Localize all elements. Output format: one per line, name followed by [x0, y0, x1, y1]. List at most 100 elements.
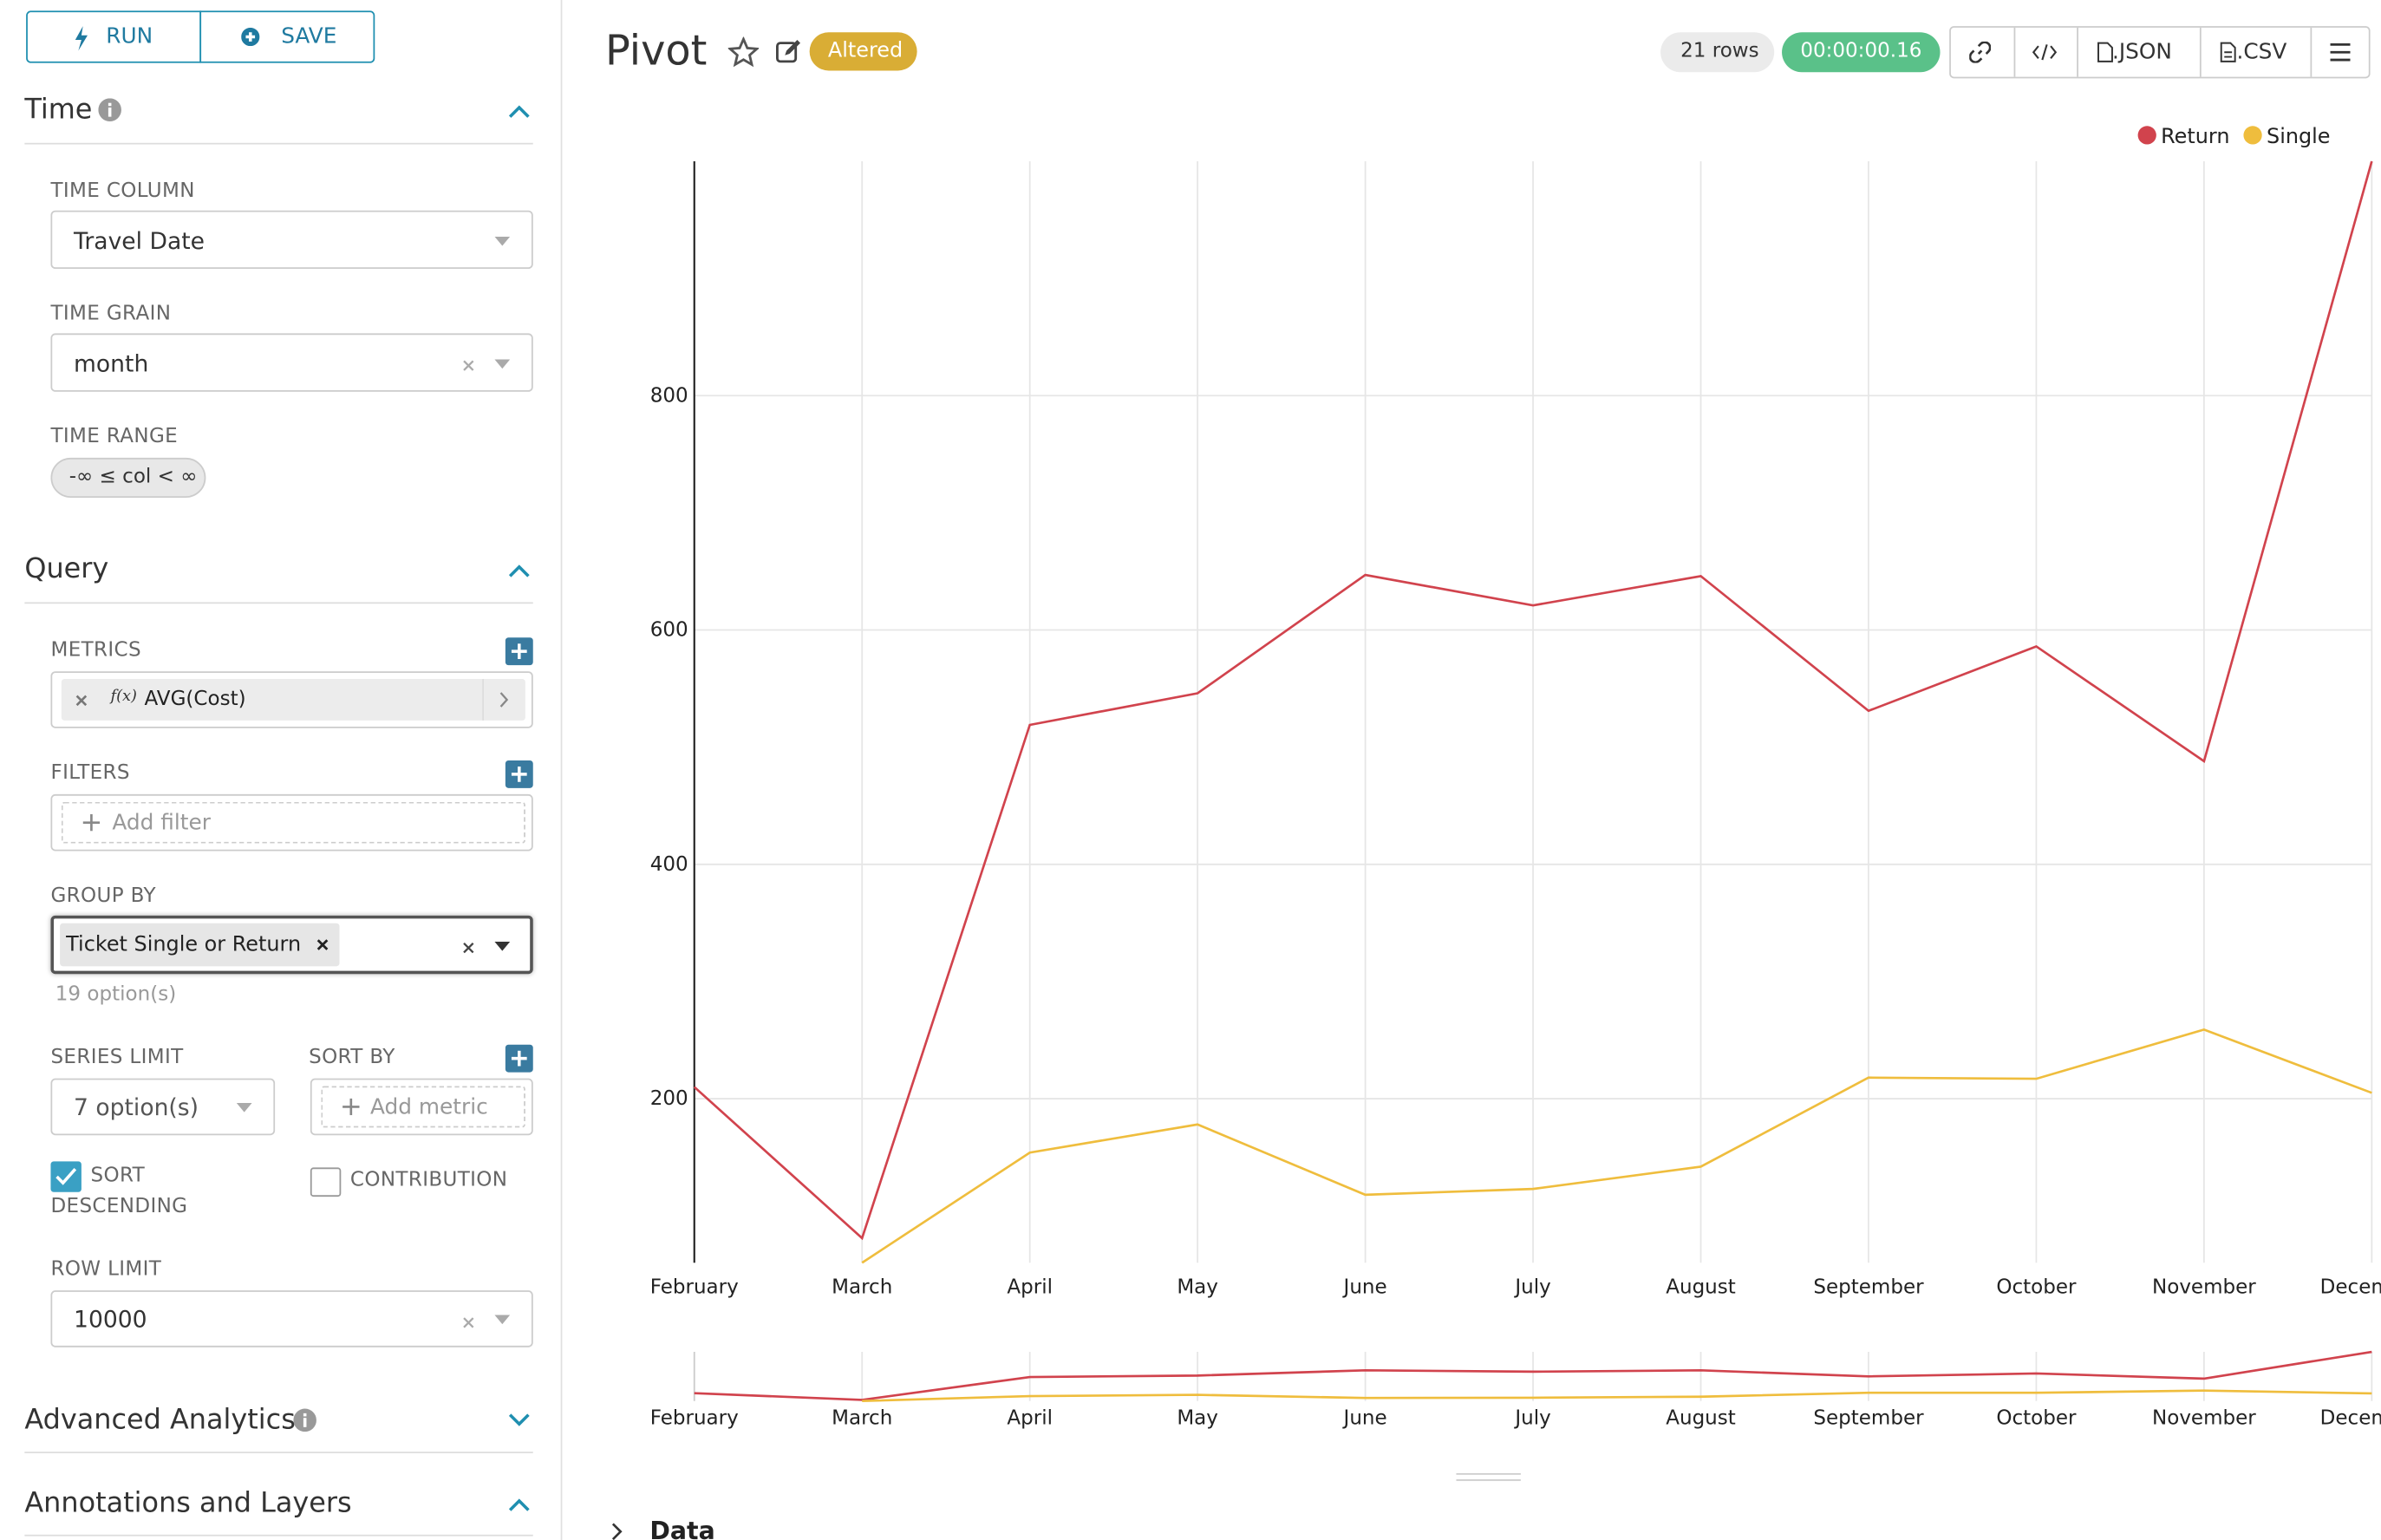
brush-tick-label: September — [1813, 1406, 1924, 1429]
checkbox[interactable] — [310, 1167, 342, 1197]
timer-pill: 00:00:00.16 — [1782, 32, 1941, 73]
json-button[interactable]: .JSON — [2111, 40, 2172, 65]
x-tick-label: April — [1007, 1276, 1053, 1299]
remove-icon[interactable] — [316, 938, 329, 950]
save-label: SAVE — [281, 24, 337, 49]
field-label: ROW LIMIT — [50, 1257, 162, 1282]
select[interactable]: Travel Date — [50, 210, 533, 270]
expand-icon[interactable] — [508, 1413, 530, 1427]
legend-label: Return — [2161, 124, 2229, 148]
caret — [494, 236, 511, 246]
x-tick-label: September — [1813, 1276, 1924, 1299]
info-icon — [98, 98, 121, 121]
legend-marker — [2243, 126, 2262, 145]
add-button[interactable] — [505, 760, 533, 788]
file-icon — [2220, 42, 2236, 62]
x-tick-label: December — [2320, 1276, 2381, 1299]
save-icon — [241, 27, 260, 47]
sidebar-border — [560, 0, 563, 1540]
series-line — [693, 160, 2373, 1241]
time-range-pill[interactable]: -∞ ≤ col < ∞ — [50, 457, 206, 498]
field-label: SORT BY — [309, 1046, 395, 1070]
clear-icon[interactable] — [462, 360, 474, 372]
brush-tick-label: February — [650, 1406, 739, 1429]
collapse-icon[interactable] — [508, 104, 530, 118]
chevron[interactable] — [499, 691, 509, 708]
bolt-icon — [75, 26, 88, 51]
collapse-icon[interactable] — [508, 564, 530, 578]
remove-icon[interactable] — [75, 695, 88, 707]
select[interactable]: month — [50, 333, 533, 392]
altered-badge: Altered — [809, 32, 917, 71]
clear-icon[interactable] — [462, 1316, 474, 1328]
link-icon[interactable] — [1969, 41, 1991, 63]
brush-tick-label: March — [832, 1406, 892, 1429]
checkbox-checked[interactable] — [50, 1161, 82, 1192]
select-value: 10000 — [74, 1305, 147, 1334]
group-by-select[interactable]: Ticket Single or Return — [50, 915, 533, 975]
group-by-tag: Ticket Single or Return — [60, 923, 340, 967]
badge-label: Altered — [827, 38, 903, 63]
divider — [2199, 27, 2202, 77]
y-tick-label: 200 — [650, 1087, 688, 1110]
drag-handle[interactable] — [1456, 1479, 1521, 1481]
clear-icon[interactable] — [462, 942, 474, 954]
add-filter[interactable]: Add filter — [61, 801, 525, 844]
sort-by-box: Add metric — [310, 1078, 533, 1136]
timer-label: 00:00:00.16 — [1800, 40, 1922, 63]
metric-tag[interactable]: f(x) AVG(Cost) — [61, 679, 525, 721]
checkbox-label: CONTRIBUTION — [349, 1169, 508, 1192]
csv-button[interactable]: .CSV — [2236, 40, 2287, 65]
expand-chevron[interactable] — [611, 1523, 623, 1540]
action-buttons: .JSON .CSV — [1949, 26, 2371, 79]
brush-tick-label: July — [1513, 1406, 1550, 1429]
rows-pill: 21 rows — [1660, 32, 1775, 73]
placeholder: Add metric — [369, 1095, 488, 1120]
brush-tick-label: August — [1666, 1406, 1736, 1429]
metric-value: AVG(Cost) — [144, 688, 246, 712]
y-tick-label: 800 — [650, 384, 688, 407]
add-button[interactable] — [505, 1044, 533, 1073]
section-rule — [24, 1452, 533, 1453]
brush-tick-label: June — [1342, 1406, 1387, 1429]
x-tick-label: March — [832, 1276, 892, 1299]
embed-icon[interactable] — [2032, 43, 2058, 62]
caret — [236, 1103, 252, 1113]
plus-icon — [342, 1098, 360, 1116]
divider — [2077, 27, 2078, 77]
run-button[interactable]: RUN — [26, 10, 202, 63]
add-metric[interactable]: Add metric — [321, 1086, 525, 1128]
select-value: Travel Date — [74, 227, 205, 256]
collapse-icon[interactable] — [508, 1498, 530, 1511]
x-tick-label: October — [1996, 1276, 2077, 1299]
menu-icon[interactable] — [2330, 42, 2351, 62]
brush-tick-label: May — [1177, 1406, 1218, 1429]
brush-line — [862, 1389, 2372, 1403]
field-label: GROUP BY — [50, 884, 156, 909]
x-tick-label: November — [2152, 1276, 2256, 1299]
select[interactable]: 10000 — [50, 1290, 533, 1348]
field-label: TIME RANGE — [50, 425, 179, 449]
caret — [494, 941, 511, 951]
star-icon[interactable] — [727, 36, 760, 68]
section-rule — [24, 602, 533, 604]
section-rule — [24, 142, 533, 145]
select-value: 7 option(s) — [74, 1093, 199, 1122]
edit-icon[interactable] — [776, 38, 804, 64]
add-button[interactable] — [505, 637, 533, 666]
check-icon — [55, 1168, 77, 1185]
select[interactable]: 7 option(s) — [50, 1078, 276, 1136]
section-rule — [24, 1534, 533, 1537]
time-range-value: -∞ ≤ col < ∞ — [68, 465, 198, 489]
data-panel-title[interactable]: Data — [649, 1516, 715, 1540]
field-label: TIME COLUMN — [50, 179, 195, 203]
divider — [2013, 27, 2016, 77]
divider — [2310, 27, 2313, 77]
drag-handle[interactable] — [1456, 1472, 1521, 1475]
tag-value: Ticket Single or Return — [66, 932, 302, 957]
metric-icon: f(x) — [110, 688, 137, 706]
save-button[interactable]: SAVE — [199, 10, 375, 63]
x-tick-label: July — [1513, 1276, 1550, 1299]
series-line — [861, 1028, 2372, 1264]
